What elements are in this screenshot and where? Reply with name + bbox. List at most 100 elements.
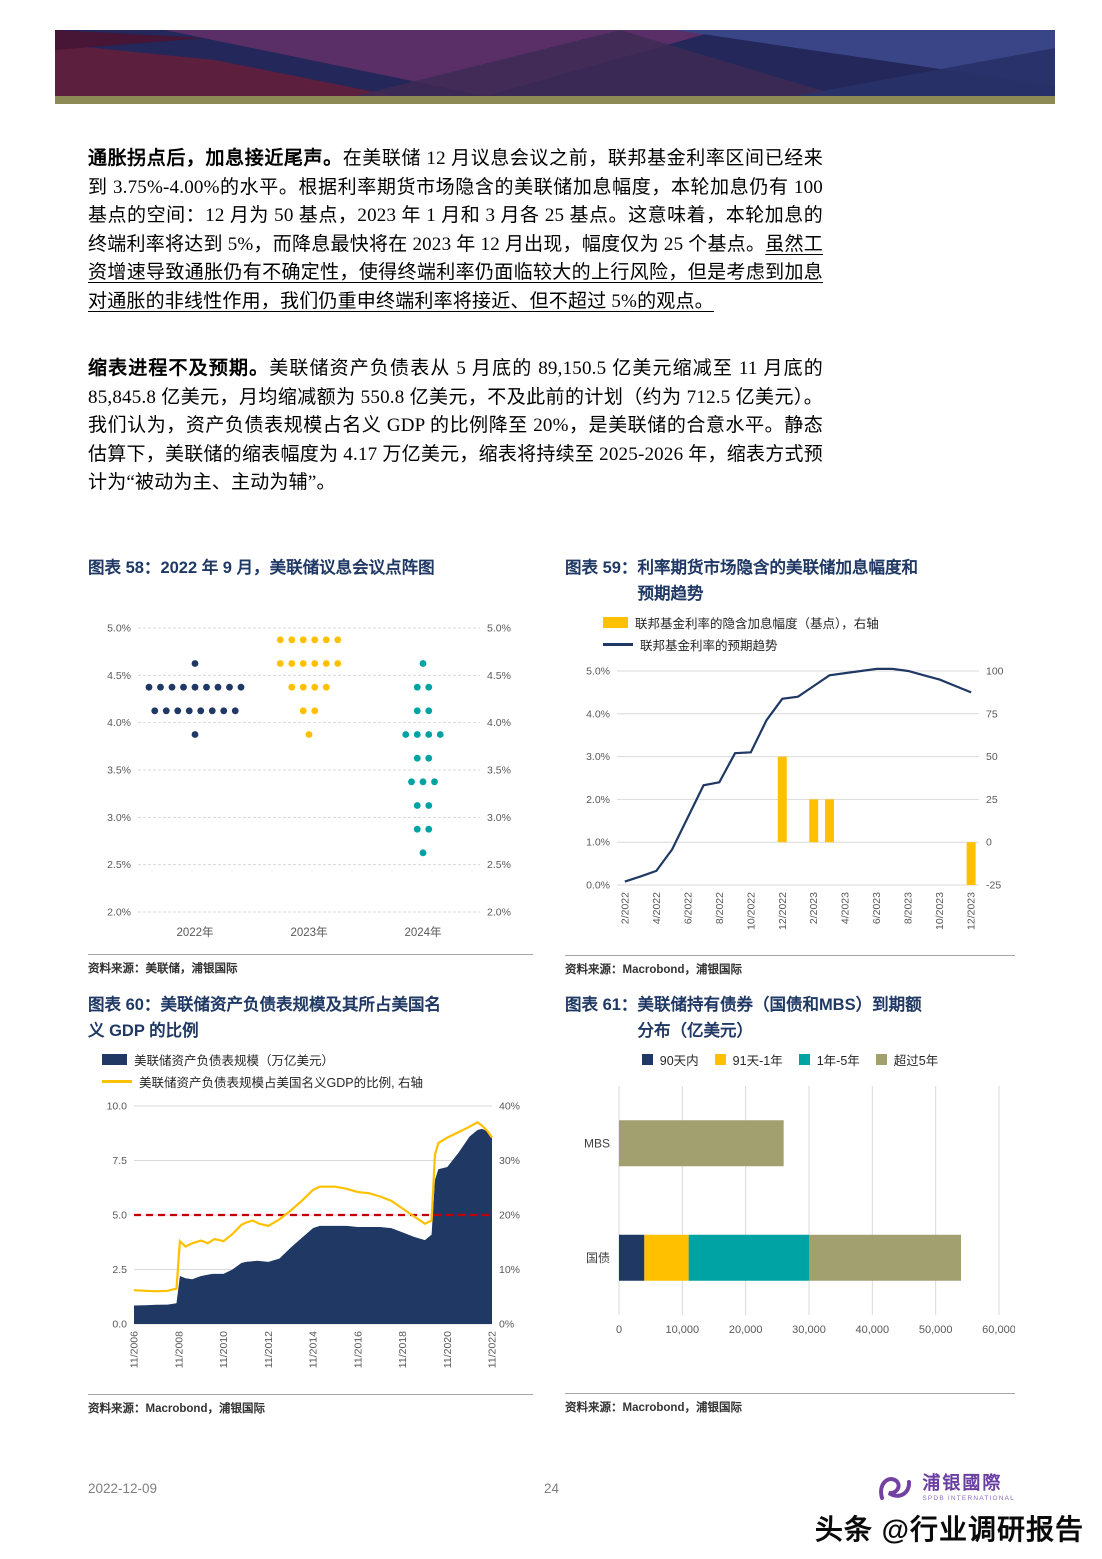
figure-60: 图表 60：美联储资产负债表规模及其所占美国名 义 GDP 的比例 美联储资产负… (88, 993, 533, 1416)
legend-item: 联邦基金利率的隐含加息幅度（基点），右轴 (603, 614, 1015, 631)
svg-text:4.0%: 4.0% (487, 717, 511, 729)
svg-text:0%: 0% (499, 1319, 514, 1331)
header-banner (55, 30, 1055, 96)
legend-swatch (798, 1054, 810, 1065)
svg-text:MBS: MBS (584, 1136, 610, 1150)
maturity-stacked-bar-chart: 0 10,000 20,000 30,000 40,000 50,000 60,000 MBS… (565, 1072, 1015, 1387)
figure-title-text: 美联储持有债券（国债和MBS）到期额 分布（亿美元） (637, 996, 922, 1040)
svg-text:4.5%: 4.5% (107, 670, 131, 682)
svg-text:12/2022: 12/2022 (777, 892, 789, 930)
svg-text:30,000: 30,000 (792, 1324, 826, 1336)
dot-plot-chart: 5.0% 5.0% 4.5% 4.5% 4.0% 4.0% 3.5% 3.5% 3.0% 3.0%… (88, 612, 533, 948)
paragraph-underlined: 虽然工资增速导致通胀仍有不确定性，使得终端利率仍面临较大的上行风险，但是考虑到加… (88, 233, 823, 312)
svg-text:2.0%: 2.0% (586, 794, 610, 806)
legend-label: 90天内 (659, 1054, 699, 1068)
svg-text:50,000: 50,000 (919, 1324, 953, 1336)
figure-61-legend: 90天内 91天-1年 1年-5年 超过5年 (565, 1049, 1015, 1072)
svg-text:5.0: 5.0 (112, 1210, 127, 1222)
legend-label: 1年-5年 (816, 1054, 860, 1068)
figure-number: 图表 60： (88, 996, 161, 1014)
figure-58-title: 图表 58： 2022 年 9 月，美联储议息会议点阵图 (88, 556, 533, 612)
legend-label: 联邦基金利率的预期趋势 (640, 639, 778, 653)
paragraph-balance-sheet: 缩表进程不及预期。美联储资产负债表从 5 月底的 89,150.5 亿美元缩减至… (88, 355, 823, 498)
svg-text:11/2022: 11/2022 (487, 1331, 499, 1368)
figure-59: 图表 59： 利率期货市场隐含的美联储加息幅度和 预期趋势 联邦基金利率的隐含加… (565, 556, 1015, 977)
svg-text:11/2018: 11/2018 (397, 1331, 409, 1368)
svg-text:25: 25 (986, 794, 998, 806)
legend-swatch (875, 1054, 887, 1065)
svg-text:10/2023: 10/2023 (934, 892, 946, 930)
svg-text:11/2020: 11/2020 (442, 1331, 454, 1368)
paragraph-lead: 缩表进程不及预期。 (88, 358, 270, 379)
paragraph-inflation: 通胀拐点后，加息接近尾声。在美联储 12 月议息会议之前，联邦基金利率区间已经来… (88, 145, 823, 316)
legend-item: 90天内 (641, 1051, 699, 1068)
svg-text:4.0%: 4.0% (107, 717, 131, 729)
svg-text:2/2023: 2/2023 (808, 892, 820, 924)
body-text: 通胀拐点后，加息接近尾声。在美联储 12 月议息会议之前，联邦基金利率区间已经来… (88, 145, 823, 498)
legend-label: 美联储资产负债表规模占美国名义GDP的比例, 右轴 (139, 1076, 424, 1090)
svg-text:2023年: 2023年 (290, 925, 327, 939)
banner-graphic (55, 30, 1055, 96)
svg-text:2.5: 2.5 (112, 1264, 127, 1276)
legend-item: 1年-5年 (798, 1051, 860, 1068)
legend-item: 美联储资产负债表规模（万亿美元） (102, 1051, 533, 1068)
svg-text:2.0%: 2.0% (107, 907, 131, 919)
svg-text:40%: 40% (499, 1101, 520, 1113)
figure-number: 图表 59： (565, 559, 638, 577)
legend-item: 联邦基金利率的预期趋势 (603, 636, 1015, 653)
svg-text:4.5%: 4.5% (487, 670, 511, 682)
svg-text:10,000: 10,000 (666, 1324, 700, 1336)
svg-text:75: 75 (986, 708, 998, 720)
svg-text:10.0: 10.0 (107, 1101, 128, 1113)
svg-text:3.0%: 3.0% (107, 812, 131, 824)
logo-name: 浦银國際 (922, 1472, 1003, 1493)
svg-text:30%: 30% (499, 1155, 520, 1167)
svg-text:11/2012: 11/2012 (263, 1331, 275, 1368)
svg-text:2.0%: 2.0% (487, 907, 511, 919)
figure-59-source: 资料来源：Macrobond，浦银国际 (565, 955, 1015, 977)
figure-number: 图表 61： (565, 996, 638, 1014)
figure-title-text: 利率期货市场隐含的美联储加息幅度和 预期趋势 (637, 559, 918, 603)
figure-61-title: 图表 61： 美联储持有债券（国债和MBS）到期额 分布（亿美元） (565, 993, 1015, 1049)
svg-text:12/2023: 12/2023 (966, 892, 978, 930)
svg-text:8/2023: 8/2023 (903, 892, 915, 924)
svg-text:0: 0 (986, 837, 992, 849)
paragraph-body: 在美联储 12 月议息会议之前，联邦基金利率区间已经来到 3.75%-4.00%… (88, 148, 823, 255)
figure-58-source: 资料来源：美联储，浦银国际 (88, 954, 533, 976)
svg-text:0.0%: 0.0% (586, 880, 610, 892)
rate-hike-combo-chart: 5.0% 100 4.0% 75 3.0% 50 2.0% 25 1.0% 0 0.0% -25 2/2… (565, 659, 1015, 949)
svg-text:2.5%: 2.5% (487, 859, 511, 871)
legend-label: 美联储资产负债表规模（万亿美元） (134, 1054, 335, 1068)
figure-title-text: 美联储资产负债表规模及其所占美国名 义 GDP 的比例 (88, 996, 441, 1040)
legend-label: 91天-1年 (732, 1054, 783, 1068)
legend-item: 91天-1年 (714, 1051, 783, 1068)
svg-text:11/2016: 11/2016 (352, 1331, 364, 1368)
logo-subtitle: SPDB INTERNATIONAL (922, 1495, 1015, 1503)
svg-text:11/2008: 11/2008 (173, 1331, 185, 1368)
balance-sheet-area-chart: 10.0 40% 7.5 30% 5.0 20% 2.5 10% 0.0 0% 11/2006 11/… (88, 1096, 533, 1388)
svg-text:60,000: 60,000 (982, 1324, 1015, 1336)
svg-text:6/2022: 6/2022 (682, 892, 694, 924)
legend-swatch (603, 617, 628, 628)
watermark-text: 头条 @行业调研报告 (814, 1514, 1084, 1545)
svg-text:0: 0 (616, 1324, 622, 1336)
svg-text:国债: 国债 (586, 1251, 610, 1265)
svg-text:3.0%: 3.0% (586, 751, 610, 763)
legend-swatch (714, 1054, 726, 1065)
svg-text:2022年: 2022年 (176, 925, 213, 939)
legend-label: 联邦基金利率的隐含加息幅度（基点），右轴 (635, 617, 879, 631)
svg-text:10%: 10% (499, 1264, 520, 1276)
figure-title-text: 2022 年 9 月，美联储议息会议点阵图 (160, 559, 435, 577)
legend-item: 超过5年 (875, 1051, 938, 1068)
svg-text:20,000: 20,000 (729, 1324, 763, 1336)
figure-58: 图表 58： 2022 年 9 月，美联储议息会议点阵图 5.0% 5.0% 4.5… (88, 556, 533, 977)
svg-text:2.5%: 2.5% (107, 859, 131, 871)
svg-text:4.0%: 4.0% (586, 708, 610, 720)
svg-text:3.5%: 3.5% (107, 765, 131, 777)
figure-61-source: 资料来源：Macrobond，浦银国际 (565, 1393, 1015, 1415)
figures-grid: 图表 58： 2022 年 9 月，美联储议息会议点阵图 5.0% 5.0% 4.5… (88, 556, 1015, 1416)
figure-60-legend: 美联储资产负债表规模（万亿美元） 美联储资产负债表规模占美国名义GDP的比例, 右… (88, 1049, 533, 1096)
figure-60-title: 图表 60：美联储资产负债表规模及其所占美国名 义 GDP 的比例 (88, 993, 533, 1049)
figure-59-title: 图表 59： 利率期货市场隐含的美联储加息幅度和 预期趋势 (565, 556, 1015, 612)
page-footer: 2022-12-09 24 浦银國際 SPDB INTERNATIONAL (88, 1472, 1015, 1504)
